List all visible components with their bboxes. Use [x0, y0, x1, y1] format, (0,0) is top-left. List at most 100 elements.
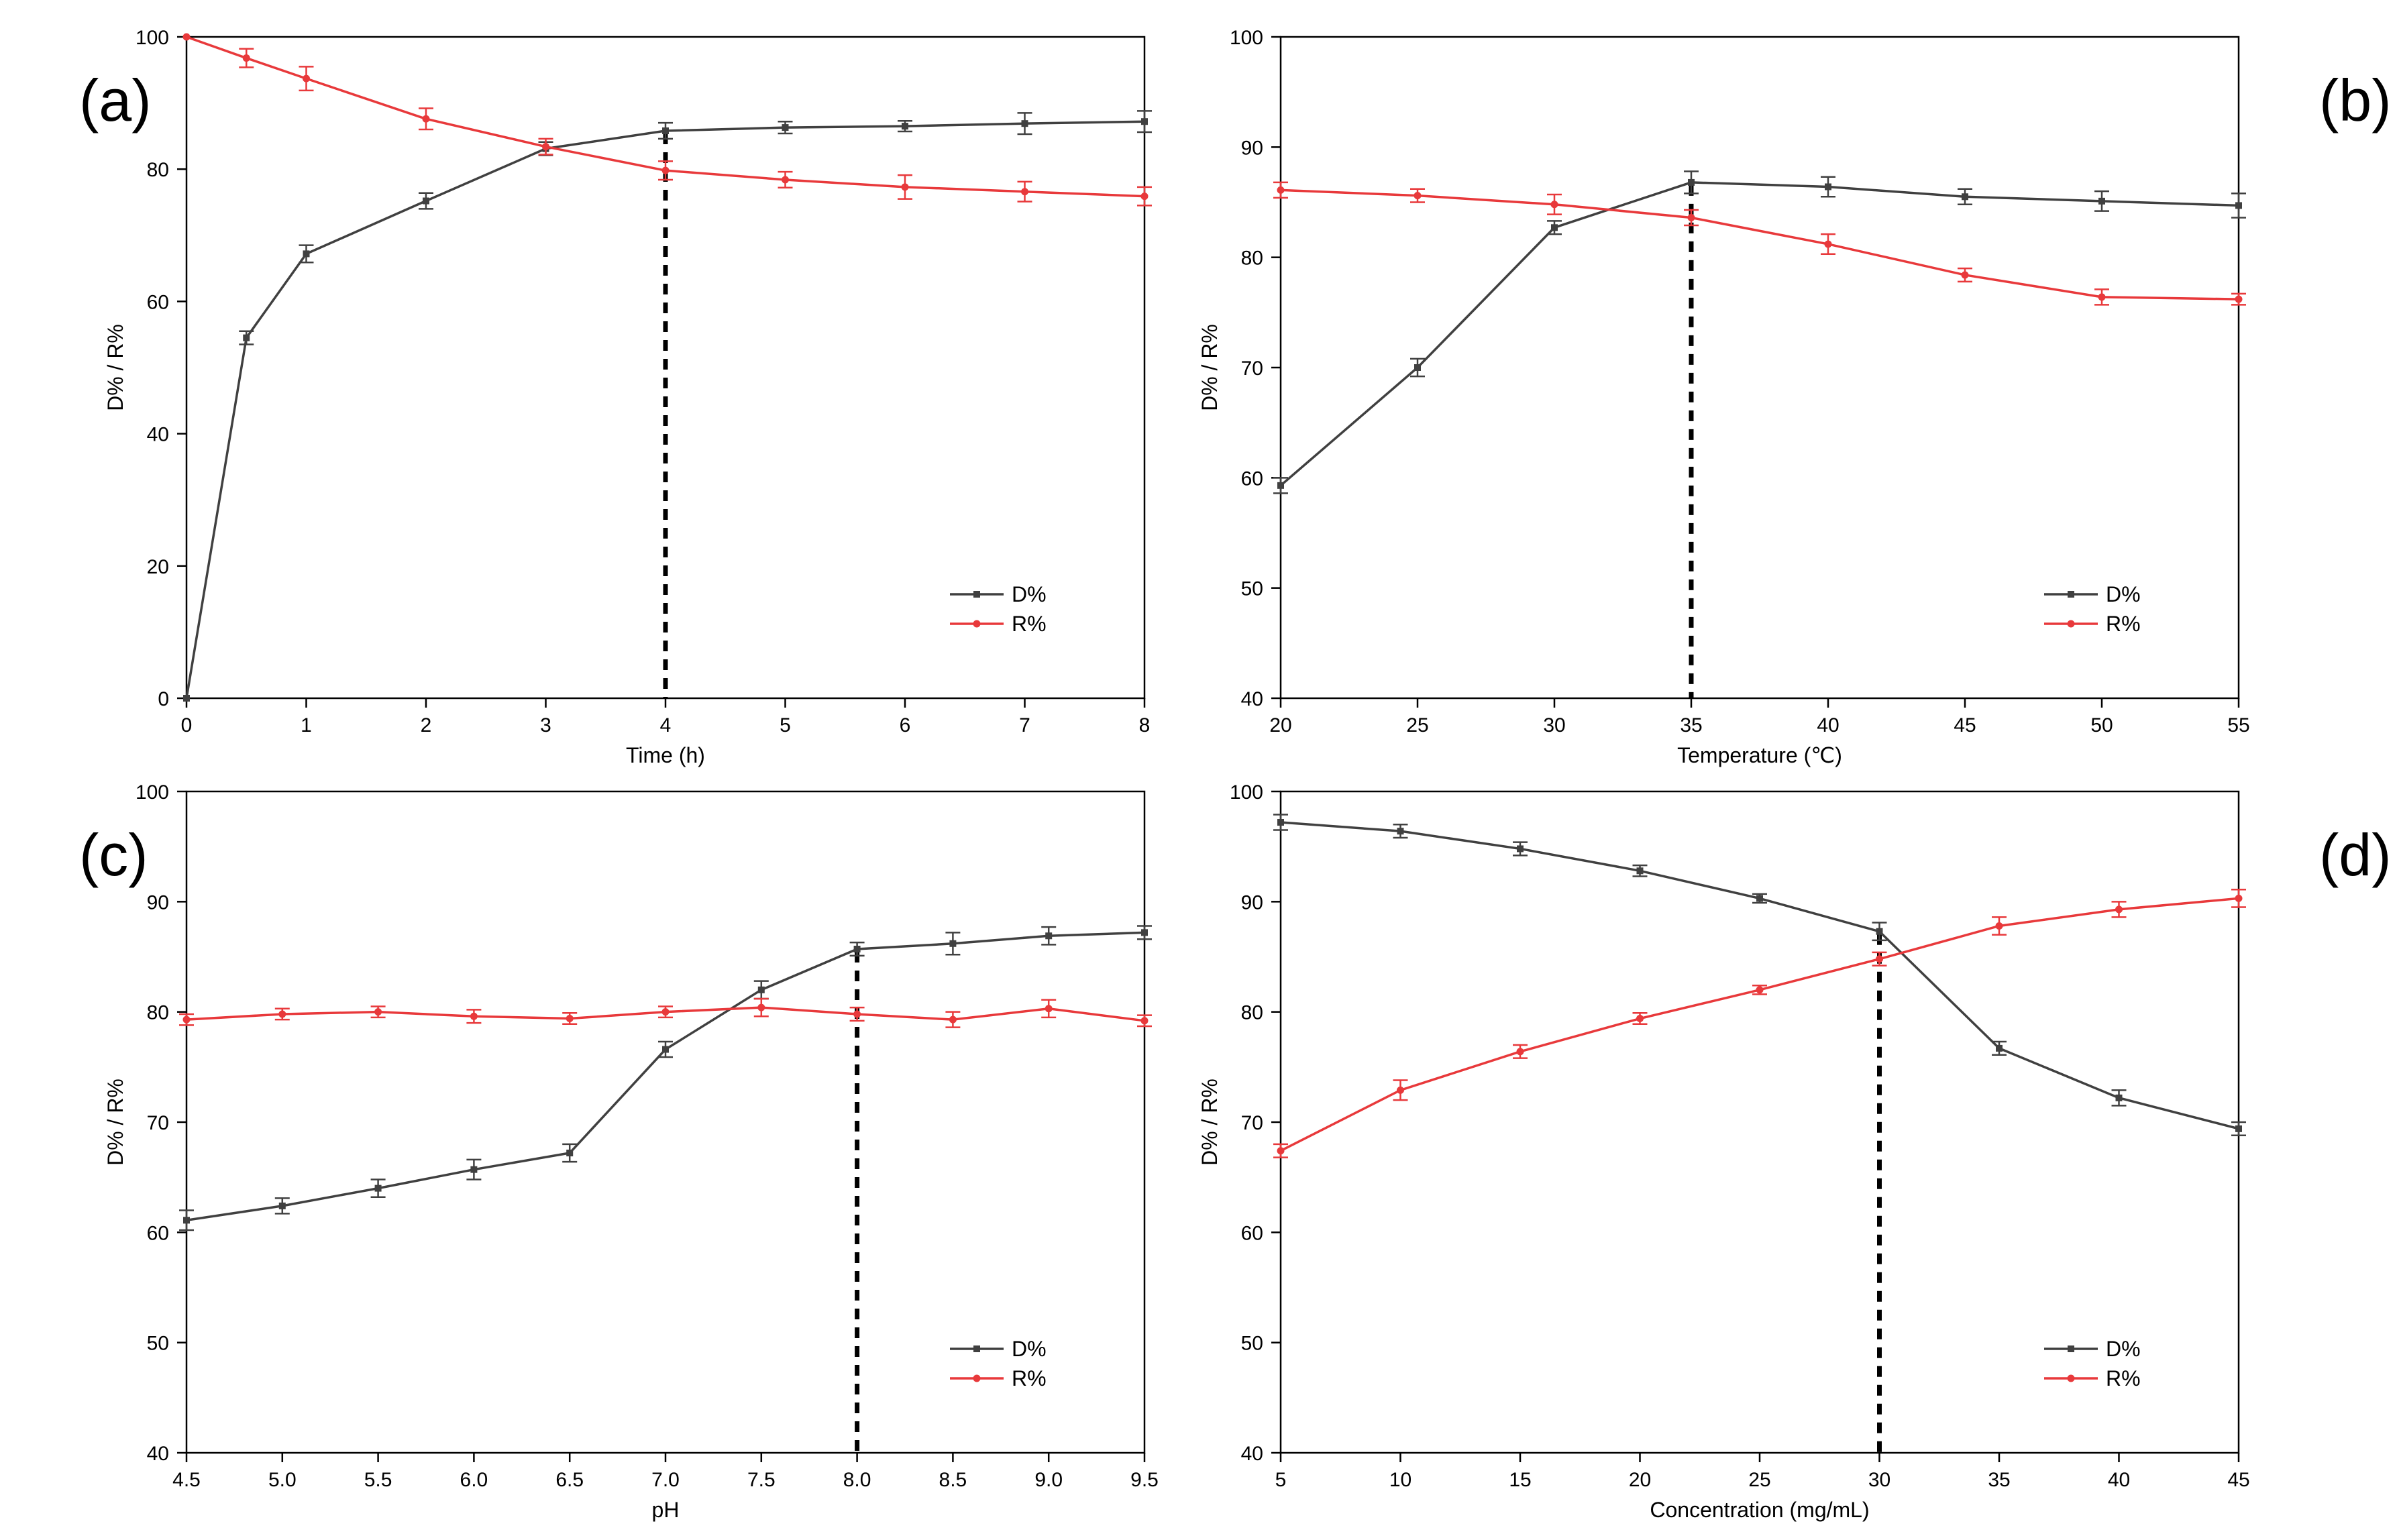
y-tick-label: 50 — [147, 1333, 169, 1355]
data-point — [1021, 120, 1028, 127]
x-tick-label: 5 — [780, 714, 791, 736]
y-tick-label: 100 — [136, 781, 169, 804]
data-point — [1397, 1086, 1404, 1094]
y-axis-label: D% / R% — [1197, 1079, 1222, 1166]
data-point — [374, 1008, 382, 1016]
data-point — [1756, 986, 1764, 994]
series-line — [186, 36, 1145, 198]
x-tick-label: 1 — [301, 714, 312, 736]
y-tick-label: 60 — [1241, 468, 1263, 490]
x-tick-label: 7 — [1019, 714, 1030, 736]
x-tick-label: 2 — [421, 714, 432, 736]
y-tick-label: 40 — [1241, 1443, 1263, 1465]
data-point — [1876, 955, 1883, 963]
data-point — [902, 123, 908, 130]
y-tick-label: 70 — [1241, 1112, 1263, 1134]
y-tick-label: 40 — [1241, 688, 1263, 710]
y-tick-label: 80 — [1241, 248, 1263, 270]
panel-label: (d) — [2319, 822, 2392, 888]
series-d — [1273, 814, 2246, 1136]
x-axis-label: Time (h) — [626, 743, 705, 767]
data-point — [423, 197, 429, 205]
data-point — [278, 1202, 286, 1209]
legend: D% R% — [950, 582, 1047, 636]
data-point — [1045, 1005, 1053, 1013]
series-r — [1273, 181, 2246, 306]
data-point — [782, 124, 789, 131]
legend-marker — [973, 1374, 981, 1382]
x-axis-label: Temperature (℃) — [1677, 743, 1842, 767]
data-point — [1277, 482, 1284, 489]
data-point — [661, 166, 670, 174]
data-point — [183, 695, 190, 702]
x-tick-label: 7.0 — [651, 1469, 680, 1491]
x-tick-label: 55 — [2227, 714, 2249, 736]
y-tick-label: 60 — [1241, 1222, 1263, 1244]
data-point — [757, 1003, 765, 1011]
data-point — [662, 127, 669, 135]
data-point — [1962, 193, 1968, 201]
y-tick-label: 100 — [1230, 27, 1263, 49]
data-point — [757, 986, 765, 993]
data-point — [1995, 922, 2003, 930]
data-point — [661, 1008, 670, 1016]
y-axis-label: D% / R% — [103, 1079, 127, 1166]
x-tick-label: 6.0 — [460, 1469, 488, 1491]
data-point — [2115, 1094, 2123, 1101]
data-point — [374, 1185, 382, 1192]
legend-label: R% — [2106, 612, 2141, 636]
data-point — [949, 940, 957, 947]
legend-label: R% — [1012, 1366, 1047, 1390]
x-tick-label: 5.0 — [268, 1469, 297, 1491]
panel-label: (b) — [2319, 67, 2392, 133]
data-point — [2235, 202, 2242, 209]
data-point — [1277, 819, 1284, 826]
legend-marker — [973, 591, 980, 598]
data-point — [1517, 845, 1524, 852]
x-tick-label: 9.5 — [1130, 1469, 1159, 1491]
data-point — [1397, 828, 1404, 835]
x-tick-label: 8 — [1139, 714, 1151, 736]
legend-marker — [2067, 620, 2075, 628]
y-tick-label: 40 — [147, 1443, 169, 1465]
series-line — [1279, 181, 2239, 487]
panel-label: (c) — [79, 822, 148, 888]
data-point — [566, 1015, 574, 1023]
x-tick-label: 8.5 — [939, 1469, 967, 1491]
x-tick-label: 30 — [1543, 714, 1565, 736]
x-tick-label: 5 — [1275, 1469, 1287, 1491]
data-point — [566, 1150, 574, 1157]
chart-panel-c: 4.5 5.0 5.5 6.0 6.5 7.0 7.5 8.0 8.5 9.0 9.5 40 50 60 7… — [79, 781, 1159, 1522]
legend-marker — [2068, 1345, 2074, 1352]
y-tick-label: 0 — [158, 688, 169, 710]
legend-marker — [2067, 1374, 2075, 1382]
y-tick-label: 80 — [1241, 1002, 1263, 1024]
data-point — [1688, 178, 1695, 186]
data-point — [782, 176, 789, 184]
data-point — [2098, 293, 2106, 301]
data-point — [1141, 929, 1148, 936]
panel-label: (a) — [79, 67, 152, 133]
data-point — [278, 1010, 286, 1018]
x-tick-label: 45 — [1954, 714, 1976, 736]
data-point — [1996, 1044, 2003, 1052]
x-tick-label: 9.0 — [1034, 1469, 1063, 1491]
y-tick-label: 80 — [147, 159, 169, 181]
data-point — [1277, 186, 1285, 194]
y-tick-label: 100 — [136, 27, 169, 49]
data-point — [2235, 894, 2243, 902]
legend-label: R% — [1012, 612, 1047, 636]
series-line — [185, 120, 1145, 699]
series-d — [1273, 170, 2246, 494]
data-point — [853, 945, 861, 952]
x-tick-label: 25 — [1406, 714, 1428, 736]
plot-frame — [1279, 36, 2240, 700]
data-point — [1687, 214, 1695, 222]
data-point — [2235, 1125, 2242, 1132]
data-point — [1141, 118, 1148, 125]
series-r — [179, 997, 1152, 1028]
legend: D% R% — [2044, 1337, 2141, 1390]
data-point — [2115, 905, 2123, 914]
